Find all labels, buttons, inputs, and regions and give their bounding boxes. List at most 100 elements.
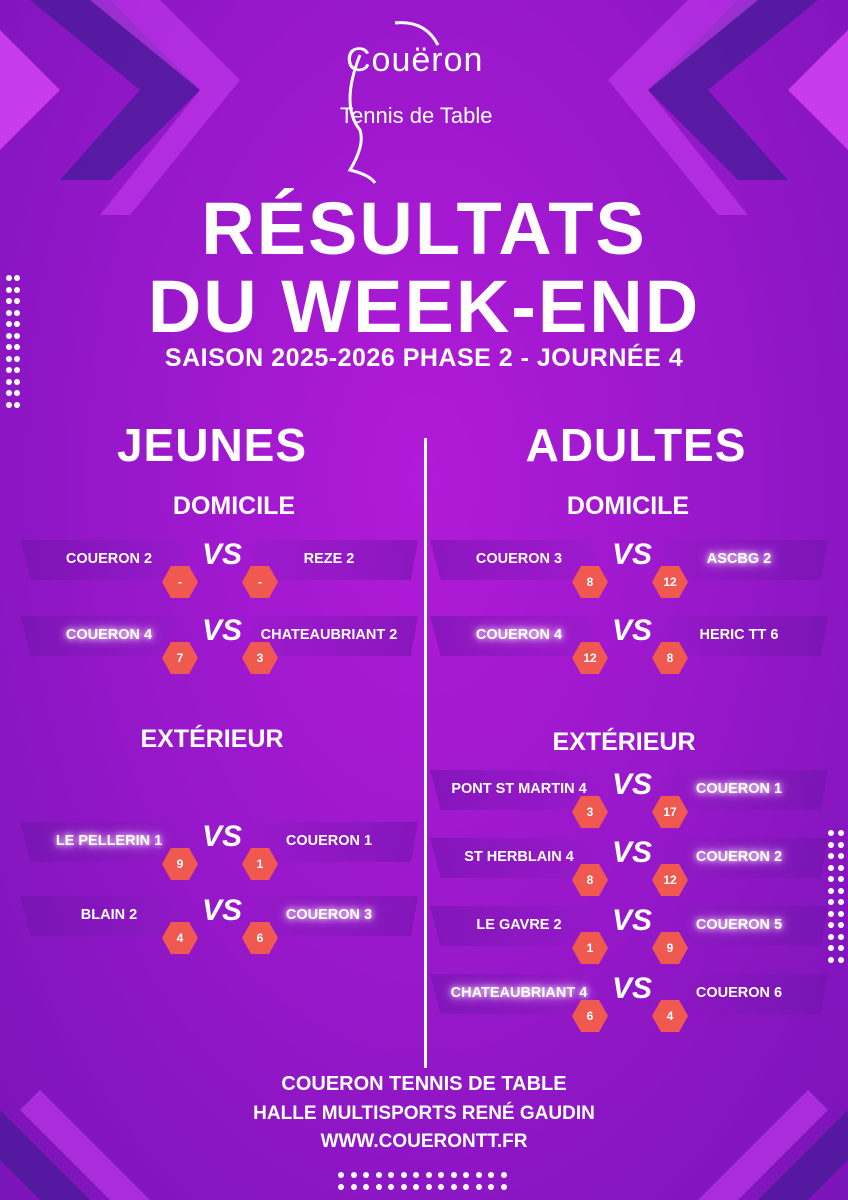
logo-line-1: Couëron: [346, 41, 484, 79]
dot: [838, 899, 844, 905]
dot: [14, 332, 20, 339]
home-team: ST HERBLAIN 4: [430, 838, 608, 878]
adultes-domicile-heading: DOMICILE: [566, 492, 690, 520]
chevron-decoration-bottom-right: [698, 1090, 848, 1200]
dot: [828, 910, 834, 917]
dot: [838, 887, 844, 894]
dot: [14, 309, 20, 316]
footer-club: COUERON TENNIS DE TABLE: [281, 1073, 567, 1095]
dot: [828, 945, 834, 951]
column-divider: [424, 438, 427, 1068]
vs-label: VS: [612, 768, 653, 801]
dot: [363, 1184, 369, 1190]
dot: [6, 309, 12, 316]
match-row: COUERON 4 VS HERIC TT 6 12 8: [430, 614, 828, 678]
dot: [14, 378, 20, 385]
dot: [838, 922, 844, 928]
dot: [338, 1184, 344, 1190]
vs-label: VS: [202, 614, 243, 647]
dot: [14, 275, 20, 281]
dot: [463, 1172, 469, 1178]
match-row: ST HERBLAIN 4 VS COUERON 2 8 12: [430, 836, 828, 900]
jeunes-exterieur-heading: EXTÉRIEUR: [140, 725, 284, 753]
dot: [488, 1172, 494, 1178]
dot: [388, 1184, 394, 1190]
dot: [828, 830, 834, 836]
dot: [6, 355, 12, 362]
dot: [14, 367, 20, 373]
dot: [838, 933, 844, 940]
dot: [828, 899, 834, 905]
paddle-outline-icon: [347, 21, 440, 184]
dot: [6, 344, 12, 350]
vs-label: VS: [612, 972, 653, 1005]
chevron-decoration-top-right: [608, 0, 848, 215]
dot: [375, 1184, 382, 1190]
dot: [475, 1184, 482, 1190]
dot: [14, 286, 20, 293]
vs-label: VS: [612, 614, 653, 647]
vs-label: VS: [202, 820, 243, 853]
dot: [828, 956, 834, 963]
home-team: COUERON 2: [20, 540, 198, 580]
dot: [425, 1172, 432, 1178]
dot: [838, 910, 844, 917]
dot: [838, 830, 844, 836]
dot: [828, 922, 834, 928]
dot: [828, 841, 834, 848]
vs-label: VS: [202, 894, 243, 927]
dot: [14, 390, 20, 396]
dot: [14, 321, 20, 327]
dot: [413, 1172, 419, 1178]
dot: [6, 401, 12, 408]
footer-venue: HALLE MULTISPORTS RENÉ GAUDIN: [253, 1103, 595, 1124]
club-logo: Couëron Tennis de Table: [320, 15, 535, 185]
dot: [338, 1172, 344, 1178]
home-team: COUERON 4: [20, 616, 198, 656]
subtitle: SAISON 2025-2026 PHASE 2 - JOURNÉE 4: [164, 344, 684, 372]
dot: [14, 401, 20, 408]
dot: [14, 344, 20, 350]
dot: [388, 1172, 394, 1178]
dot: [6, 321, 12, 327]
vs-label: VS: [202, 538, 243, 571]
dot: [6, 298, 12, 304]
dot: [838, 841, 844, 848]
dot: [6, 367, 12, 373]
dot: [350, 1184, 357, 1190]
dot: [375, 1172, 382, 1178]
vs-label: VS: [612, 904, 653, 937]
dot: [400, 1184, 407, 1190]
dot: [450, 1172, 457, 1178]
chevron-decoration-bottom-left: [0, 1090, 150, 1200]
footer-website[interactable]: WWW.COUERONTT.FR: [320, 1131, 528, 1152]
dot: [438, 1172, 444, 1178]
dot: [475, 1172, 482, 1178]
dot: [828, 933, 834, 940]
dot: [828, 876, 834, 882]
dot: [838, 853, 844, 859]
vs-label: VS: [612, 836, 653, 869]
dot: [6, 390, 12, 396]
dot: [425, 1184, 432, 1190]
dot: [838, 945, 844, 951]
title-line-2: DU WEEK-END: [147, 265, 701, 348]
dot: [14, 298, 20, 304]
logo-line-2: Tennis de Table: [340, 103, 493, 128]
title-line-1: RÉSULTATS: [201, 187, 647, 270]
dot: [828, 864, 834, 871]
dot: [6, 378, 12, 385]
dot: [6, 286, 12, 293]
dot: [6, 275, 12, 281]
match-row: PONT ST MARTIN 4 VS COUERON 1 3 17: [430, 768, 828, 832]
dot: [400, 1172, 407, 1178]
dot: [363, 1172, 369, 1178]
jeunes-domicile-heading: DOMICILE: [172, 492, 296, 520]
dot: [828, 887, 834, 894]
dot: [350, 1172, 357, 1178]
dot: [500, 1172, 507, 1178]
